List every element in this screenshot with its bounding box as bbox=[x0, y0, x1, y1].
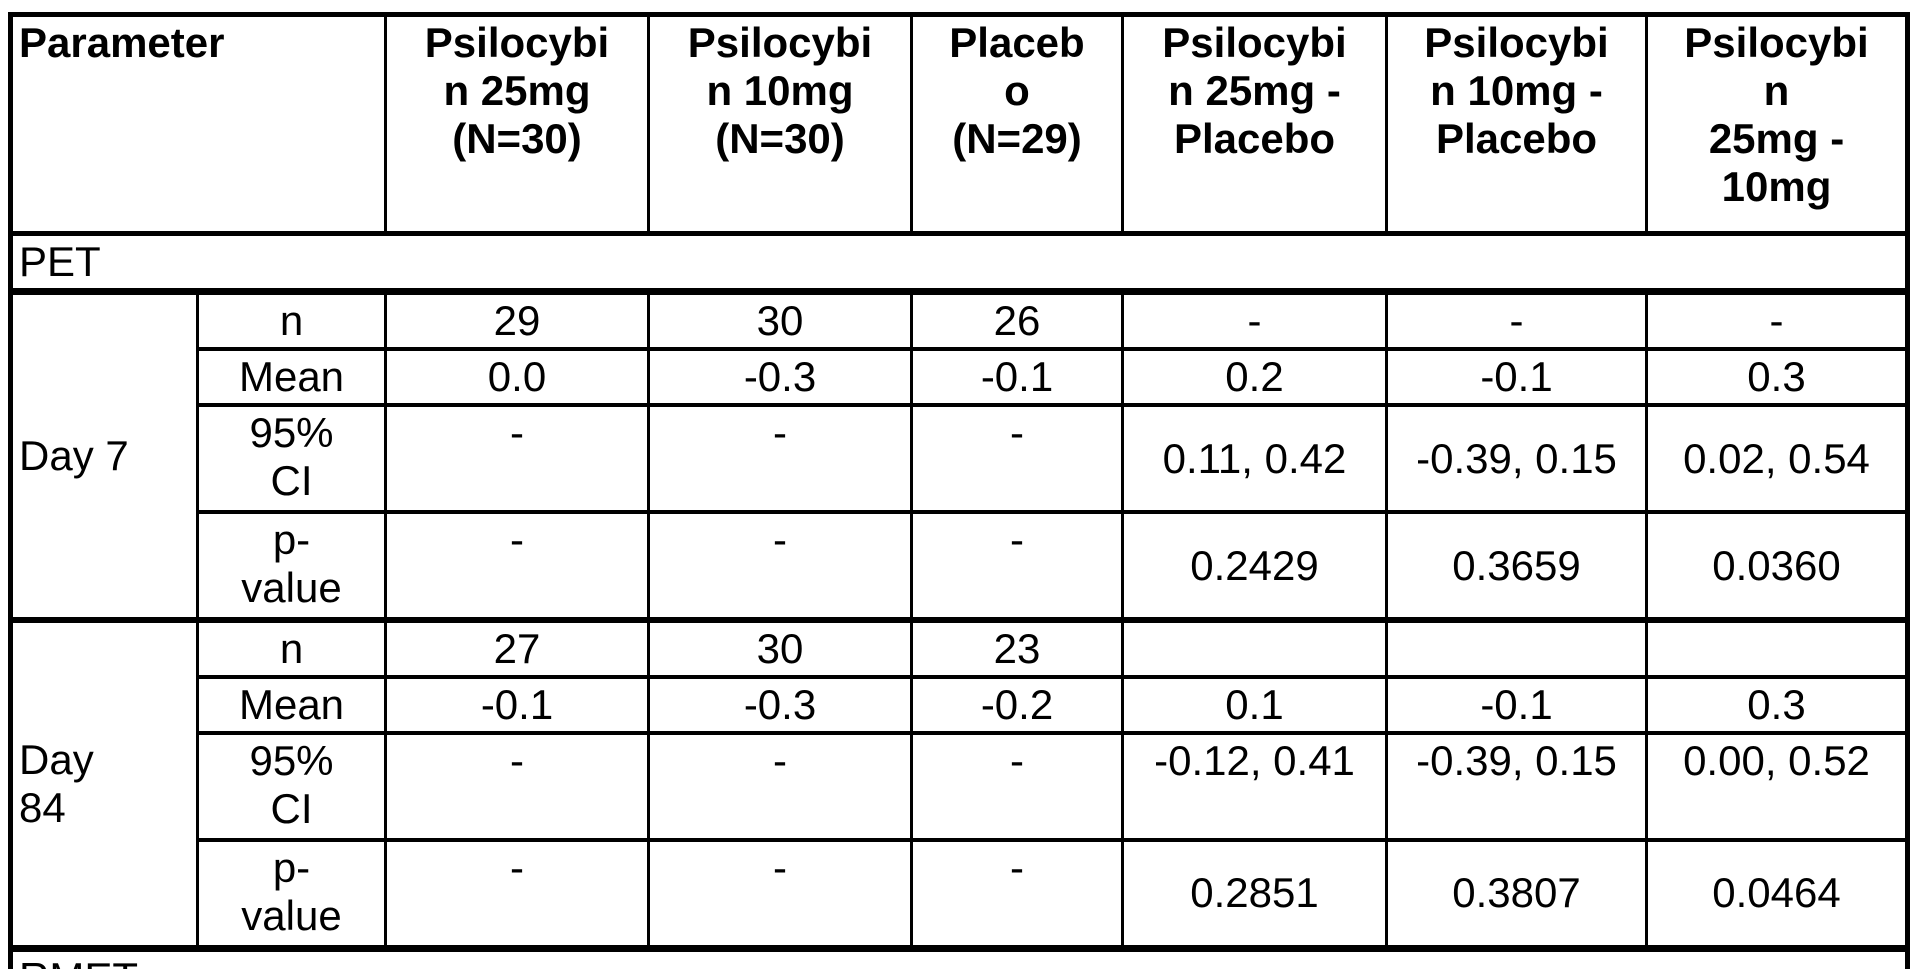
row-day84-n: Day 84 n 27 30 23 bbox=[9, 617, 1909, 950]
cell: 23 bbox=[910, 617, 1124, 679]
row-day7-mean: Mean 0.0 -0.3 -0.1 0.2 -0.1 0.3 bbox=[11, 347, 1909, 407]
cell: 0.00, 0.52 bbox=[1645, 731, 1909, 842]
cell: - bbox=[384, 838, 650, 950]
header-row: Parameter Psilocybi n 25mg (N=30) Psiloc… bbox=[9, 12, 1909, 236]
cell: 29 bbox=[384, 289, 650, 351]
cell: -0.39, 0.15 bbox=[1385, 403, 1648, 514]
cell: 0.0464 bbox=[1645, 838, 1909, 950]
cell: -0.1 bbox=[1385, 347, 1648, 407]
cell: - bbox=[1385, 289, 1648, 351]
cell: 30 bbox=[647, 617, 913, 679]
header-psilocybin-25mg: Psilocybi n 25mg (N=30) bbox=[384, 12, 650, 236]
stat-label: n bbox=[196, 289, 387, 351]
cell: 0.3807 bbox=[1385, 838, 1648, 950]
cell: 0.3659 bbox=[1385, 510, 1648, 622]
cell bbox=[1385, 617, 1648, 679]
row-day84-pvalue: p- value - - - 0.2851 0.3807 0.0464 bbox=[11, 838, 1909, 950]
cell: - bbox=[647, 838, 913, 950]
header-placebo: Placeb o (N=29) bbox=[910, 12, 1124, 236]
stat-label: p- value bbox=[196, 510, 387, 622]
cell: - bbox=[384, 403, 650, 514]
cell: - bbox=[910, 838, 1124, 950]
cell: 0.2851 bbox=[1121, 838, 1388, 950]
row-day7-n: Day 7 n 29 30 26 - - - bbox=[9, 289, 1909, 622]
cell: 0.3 bbox=[1645, 347, 1909, 407]
cell: -0.1 bbox=[384, 675, 650, 735]
cell: -0.39, 0.15 bbox=[1385, 731, 1648, 842]
cell: -0.12, 0.41 bbox=[1121, 731, 1388, 842]
cell: 30 bbox=[647, 289, 913, 351]
header-25mg-vs-10mg: Psilocybi n 25mg - 10mg bbox=[1645, 12, 1909, 236]
cell: -0.3 bbox=[647, 675, 913, 735]
header-25mg-vs-placebo: Psilocybi n 25mg - Placebo bbox=[1121, 12, 1388, 236]
cell: 26 bbox=[910, 289, 1124, 351]
cell: 0.0 bbox=[384, 347, 650, 407]
row-day84-ci: 95% CI - - - -0.12, 0.41 -0.39, 0.15 0.0… bbox=[11, 731, 1909, 842]
day84-label: Day 84 bbox=[9, 617, 199, 950]
cell: 27 bbox=[384, 617, 650, 679]
cell: -0.2 bbox=[910, 675, 1124, 735]
cell: -0.1 bbox=[910, 347, 1124, 407]
cell: - bbox=[910, 403, 1124, 514]
cell bbox=[1645, 617, 1909, 679]
day7-label: Day 7 bbox=[9, 289, 199, 622]
cell: - bbox=[384, 510, 650, 622]
cell: - bbox=[647, 403, 913, 514]
row-day84-mean: Mean -0.1 -0.3 -0.2 0.1 -0.1 0.3 bbox=[11, 675, 1909, 735]
header-parameter: Parameter bbox=[9, 12, 387, 236]
results-table: Parameter Psilocybi n 25mg (N=30) Psiloc… bbox=[8, 12, 1910, 969]
cell: 0.11, 0.42 bbox=[1121, 403, 1388, 514]
stat-label: n bbox=[196, 617, 387, 679]
cell: - bbox=[384, 731, 650, 842]
cell: 0.2 bbox=[1121, 347, 1388, 407]
header-psilocybin-10mg: Psilocybi n 10mg (N=30) bbox=[647, 12, 913, 236]
stat-label: Mean bbox=[196, 347, 387, 407]
stat-label: 95% CI bbox=[196, 731, 387, 842]
cell: 0.0360 bbox=[1645, 510, 1909, 622]
cell: - bbox=[1645, 289, 1909, 351]
row-day7-pvalue: p- value - - - 0.2429 0.3659 0.0360 bbox=[11, 510, 1909, 622]
cell: - bbox=[910, 510, 1124, 622]
cell: 0.1 bbox=[1121, 675, 1388, 735]
cell: 0.02, 0.54 bbox=[1645, 403, 1909, 514]
row-day7-ci: 95% CI - - - 0.11, 0.42 -0.39, 0.15 0.02… bbox=[11, 403, 1909, 514]
stat-label: 95% CI bbox=[196, 403, 387, 514]
section-row-pet: PET bbox=[9, 231, 1909, 295]
cell: 0.2429 bbox=[1121, 510, 1388, 622]
header-10mg-vs-placebo: Psilocybi n 10mg - Placebo bbox=[1385, 12, 1648, 236]
cell: - bbox=[647, 510, 913, 622]
cell: - bbox=[910, 731, 1124, 842]
cell: - bbox=[1121, 289, 1388, 351]
stat-label: p- value bbox=[196, 838, 387, 950]
cell bbox=[1121, 617, 1388, 679]
section-label-pet: PET bbox=[9, 231, 1909, 295]
section-label-rmet: RMET bbox=[9, 944, 1909, 969]
cell: -0.1 bbox=[1385, 675, 1648, 735]
stat-label: Mean bbox=[196, 675, 387, 735]
section-row-rmet: RMET bbox=[9, 944, 1909, 969]
cell: -0.3 bbox=[647, 347, 913, 407]
cell: 0.3 bbox=[1645, 675, 1909, 735]
cell: - bbox=[647, 731, 913, 842]
